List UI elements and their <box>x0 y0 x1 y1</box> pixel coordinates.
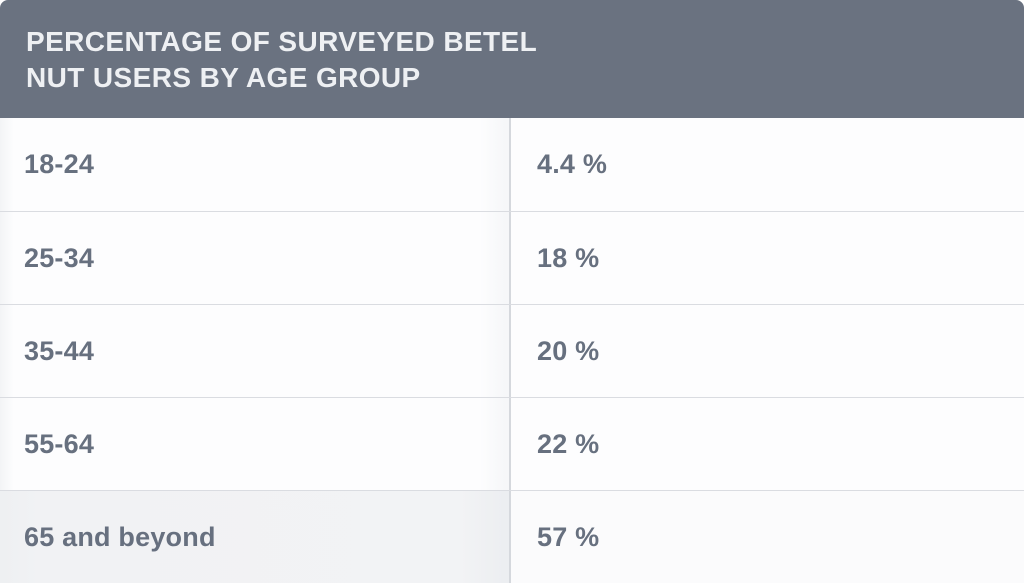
age-group-cell: 55-64 <box>0 398 511 490</box>
percentage-cell: 18 % <box>511 212 1024 304</box>
age-group-cell: 25-34 <box>0 212 511 304</box>
table-title-line-1: PERCENTAGE OF SURVEYED BETEL <box>26 26 538 57</box>
percentage-cell: 57 % <box>511 491 1024 583</box>
table-title-line-2: NUT USERS BY AGE GROUP <box>26 62 421 93</box>
table-row: 55-64 22 % <box>0 397 1024 490</box>
table-header: PERCENTAGE OF SURVEYED BETEL NUT USERS B… <box>0 0 1024 118</box>
percentage-cell: 4.4 % <box>511 118 1024 211</box>
table-row: 65 and beyond 57 % <box>0 490 1024 583</box>
table-body: 18-24 4.4 % 25-34 18 % 35-44 20 % 55-64 … <box>0 118 1024 583</box>
age-group-cell: 35-44 <box>0 305 511 397</box>
age-group-cell: 18-24 <box>0 118 511 211</box>
age-group-cell: 65 and beyond <box>0 491 511 583</box>
table-row: 25-34 18 % <box>0 211 1024 304</box>
table-row: 35-44 20 % <box>0 304 1024 397</box>
percentage-cell: 22 % <box>511 398 1024 490</box>
percentage-cell: 20 % <box>511 305 1024 397</box>
table-row: 18-24 4.4 % <box>0 118 1024 211</box>
